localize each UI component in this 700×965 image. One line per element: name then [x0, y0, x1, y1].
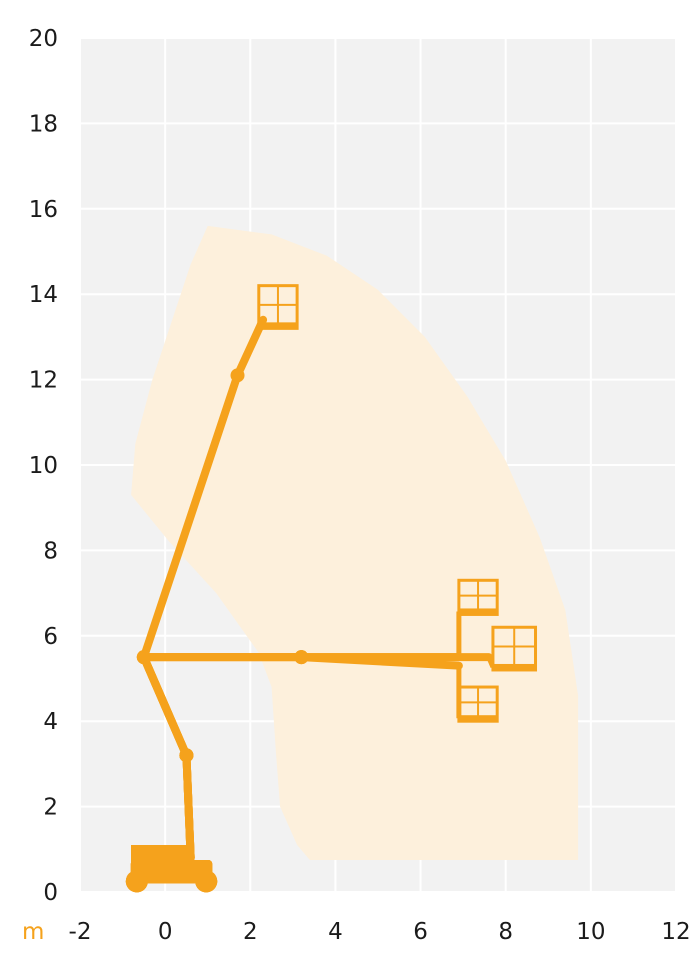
y-tick-label: 6: [43, 624, 58, 650]
machine-basket: [486, 625, 538, 672]
machine-wheel: [195, 870, 218, 893]
machine-turntable: [131, 845, 191, 871]
machine-wheel: [125, 870, 148, 893]
x-tick-label: 4: [328, 919, 343, 945]
boom-joint: [294, 650, 309, 665]
machine-position-4: [125, 650, 499, 893]
basket-floor: [458, 715, 498, 722]
boom-joint: [179, 748, 194, 763]
x-tick-label: 10: [576, 919, 605, 945]
unit-label: m: [22, 919, 44, 945]
y-tick-label: 10: [29, 453, 58, 479]
machine-basket: [256, 284, 299, 330]
basket-connector: [256, 318, 266, 327]
machine-basket: [456, 665, 499, 723]
y-tick-label: 12: [29, 368, 58, 394]
x-tick-label: 12: [661, 919, 690, 945]
y-tick-label: 14: [29, 282, 58, 308]
y-tick-label: 20: [29, 26, 58, 52]
machine-basket: [456, 578, 499, 658]
x-tick-label: 0: [158, 919, 173, 945]
basket-floor: [258, 322, 298, 329]
basket-floor: [492, 663, 536, 670]
y-tick-label: 8: [43, 538, 58, 564]
x-tick-label: 8: [498, 919, 513, 945]
y-tick-label: 0: [43, 880, 58, 906]
boom-joint: [136, 650, 151, 665]
boom-joint: [230, 368, 245, 383]
y-tick-label: 4: [43, 709, 58, 735]
y-tick-label: 16: [29, 197, 58, 223]
y-tick-label: 18: [29, 111, 58, 137]
x-tick-label: 2: [243, 919, 258, 945]
y-axis: 0 2 4 6 8 10 12 14 16 18 20: [29, 26, 58, 906]
basket-floor: [458, 608, 498, 615]
x-axis: -2 0 2 4 6 8 10 12: [69, 919, 691, 945]
machine-layer: [125, 284, 538, 893]
basket-connector: [486, 656, 496, 668]
x-tick-label: 6: [413, 919, 428, 945]
x-tick-label: -2: [69, 919, 92, 945]
y-tick-label: 2: [43, 795, 58, 821]
